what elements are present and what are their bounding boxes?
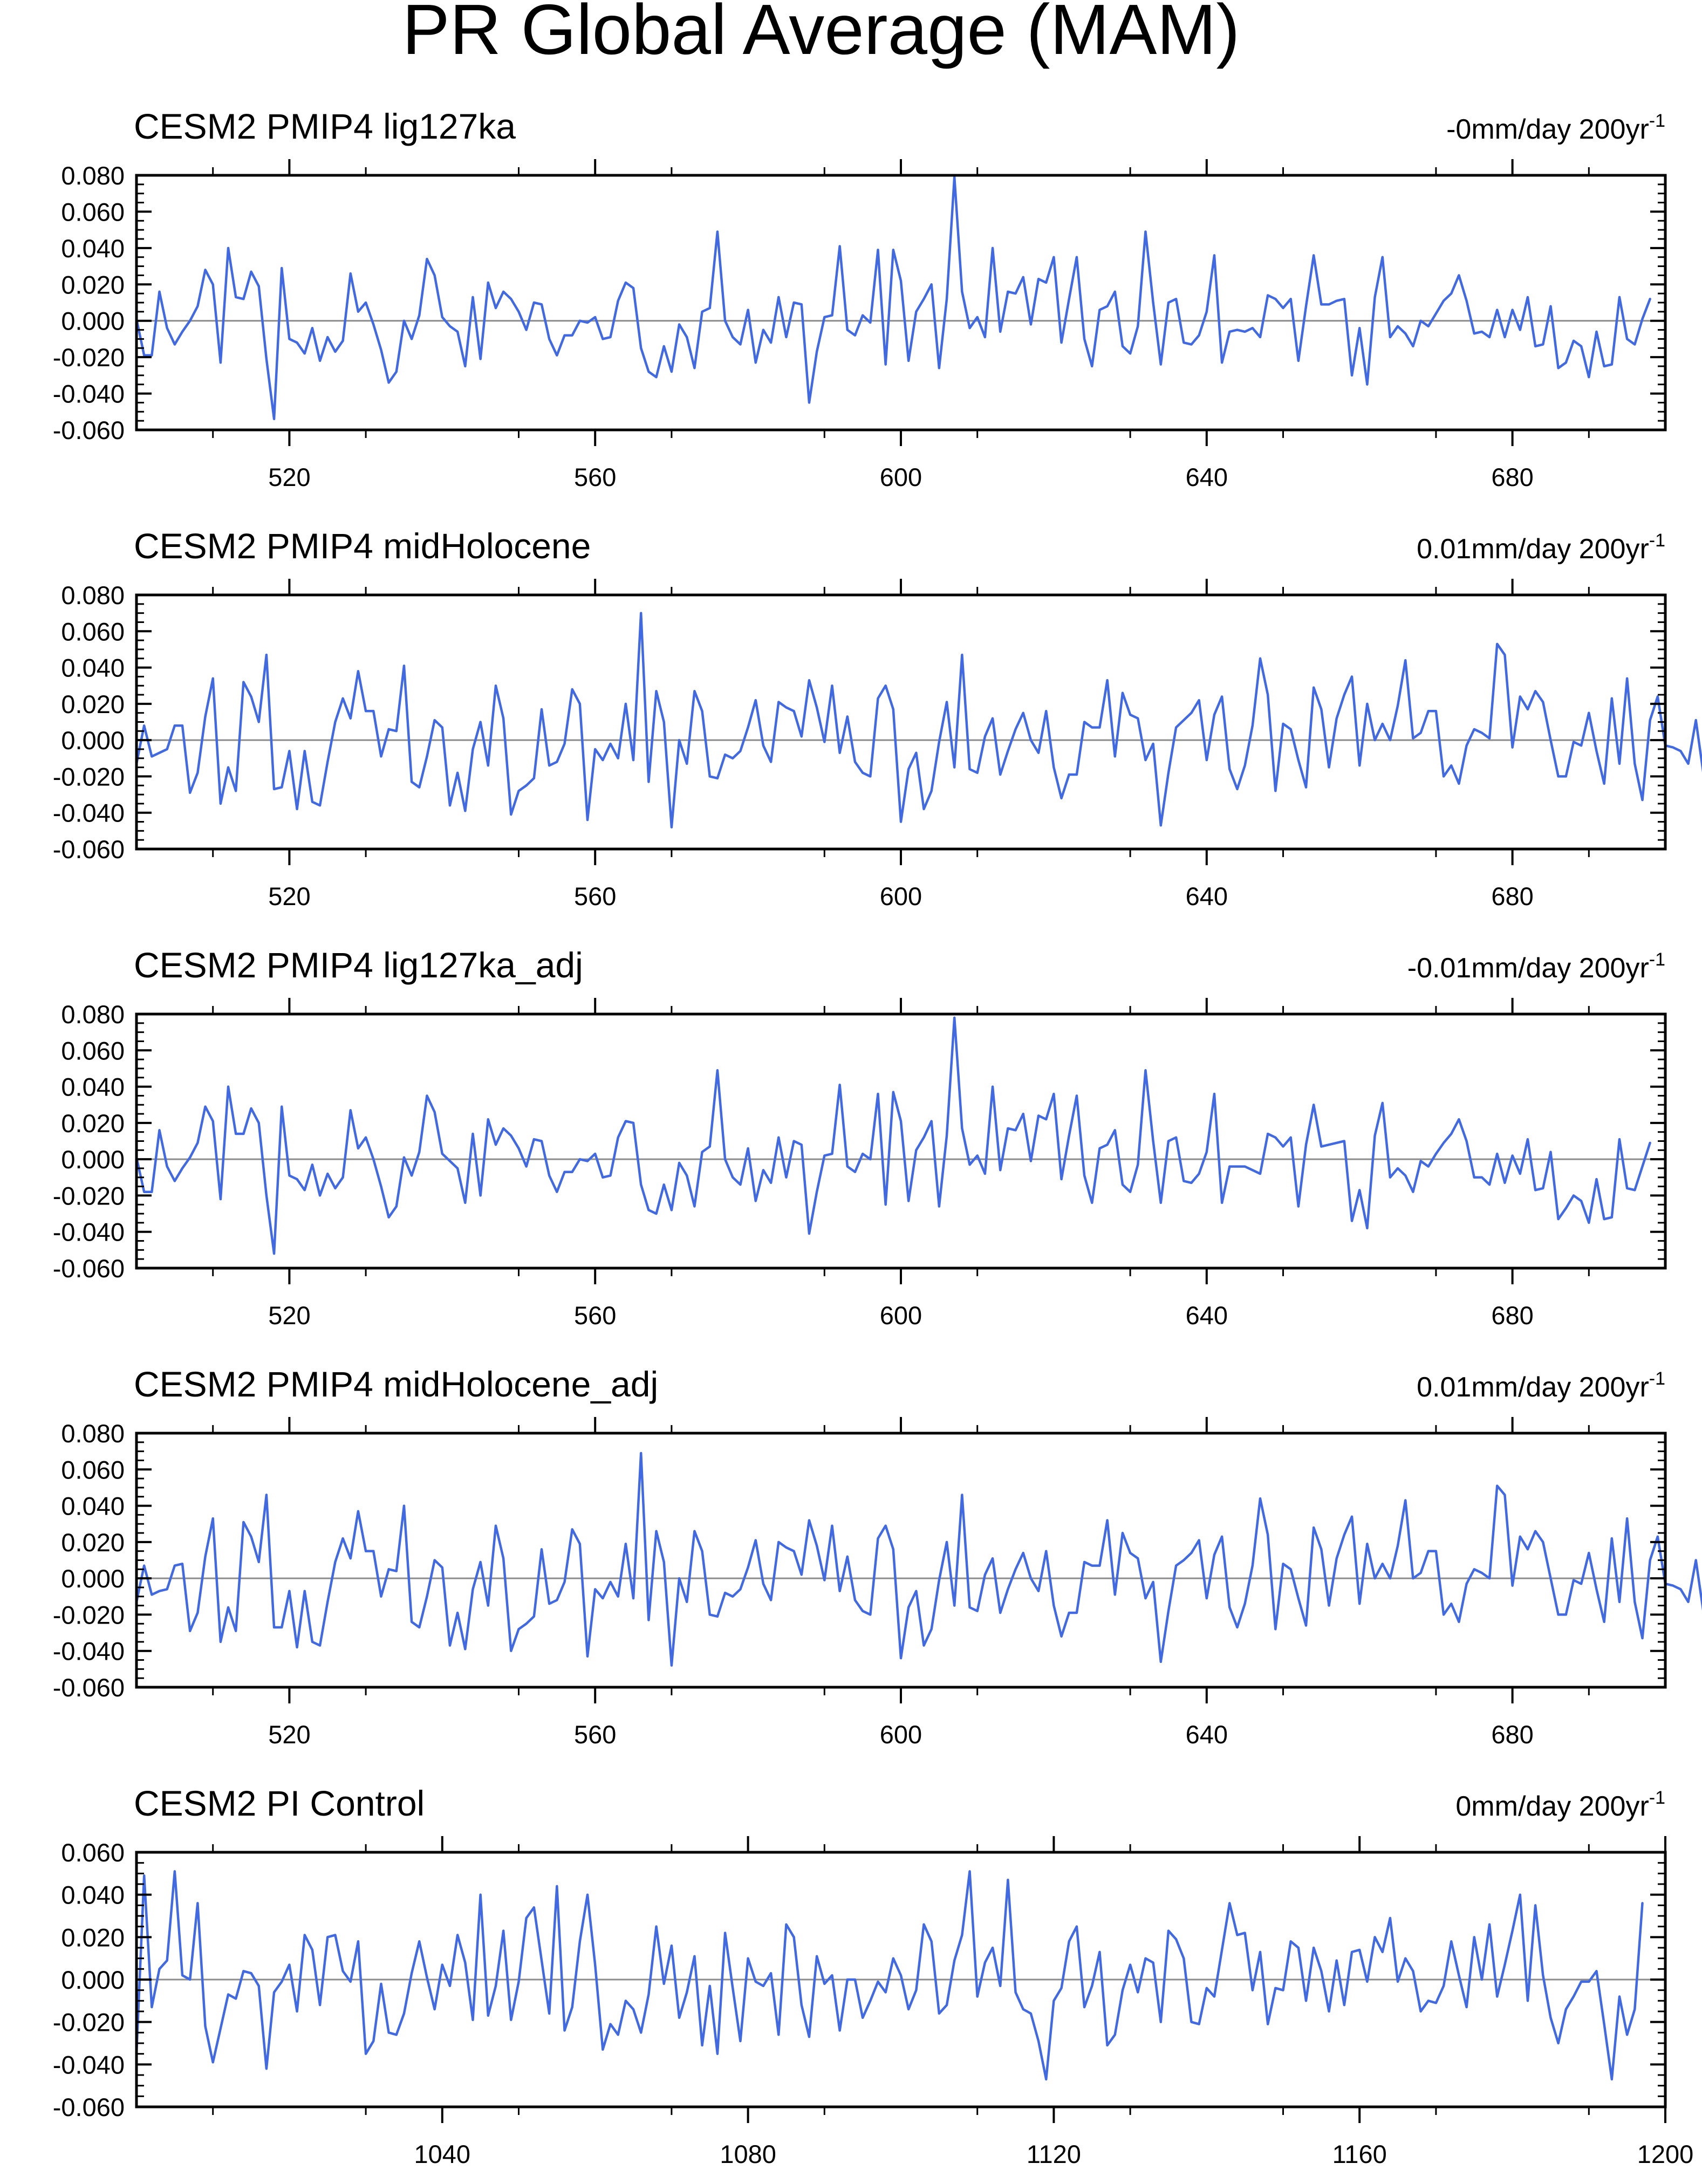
y-tick-label: -0.060 xyxy=(53,2093,125,2121)
x-tick-label: 560 xyxy=(574,882,616,910)
y-tick-label: 0.020 xyxy=(61,270,125,299)
x-tick-label: 520 xyxy=(268,1720,310,1749)
y-tick-label: -0.020 xyxy=(53,1181,125,1210)
y-tick-label: 0.020 xyxy=(61,1923,125,1952)
y-tick-label: 0.080 xyxy=(61,161,125,190)
x-tick-label: 520 xyxy=(268,1301,310,1330)
y-tick-label: 0.020 xyxy=(61,1528,125,1557)
x-tick-label: 640 xyxy=(1186,882,1228,910)
series-line xyxy=(135,1452,1702,1667)
trend-label: -0mm/day 200yr-1 xyxy=(1446,111,1665,145)
panel-title: CESM2 PMIP4 lig127ka xyxy=(134,106,516,146)
trend-text: 0.01mm/day 200yr xyxy=(1417,533,1649,565)
panel-title: CESM2 PMIP4 midHolocene xyxy=(134,526,591,566)
x-tick-label: 600 xyxy=(880,1301,922,1330)
y-tick-label: 0.080 xyxy=(61,1000,125,1029)
trend-label: -0.01mm/day 200yr-1 xyxy=(1407,949,1665,984)
y-tick-label: 0.040 xyxy=(61,1073,125,1101)
x-tick-label: 1160 xyxy=(1332,2140,1387,2168)
x-tick-label: 680 xyxy=(1491,1301,1533,1330)
panel-2: CESM2 PMIP4 midHolocene 0.01mm/day 200yr-… xyxy=(53,526,1702,910)
x-tick-label: 680 xyxy=(1491,463,1533,491)
y-tick-label: 0.000 xyxy=(61,1966,125,1994)
figure-title: PR Global Average (MAM) xyxy=(402,0,1240,69)
x-tick-label: 1120 xyxy=(1027,2140,1081,2168)
y-tick-label: -0.040 xyxy=(53,799,125,827)
y-tick-label: -0.060 xyxy=(53,835,125,864)
x-tick-label: 520 xyxy=(268,463,310,491)
y-tick-label: 0.000 xyxy=(61,726,125,755)
y-tick-label: -0.040 xyxy=(53,2050,125,2079)
panel-title: CESM2 PMIP4 lig127ka_adj xyxy=(134,945,583,985)
trend-exponent: -1 xyxy=(1649,111,1665,131)
y-tick-label: 0.080 xyxy=(61,581,125,610)
panels: CESM2 PMIP4 lig127ka -0mm/day 200yr-1-0.0… xyxy=(53,106,1702,2168)
series-line xyxy=(135,1870,1644,2081)
trend-text: 0mm/day 200yr xyxy=(1455,1791,1649,1822)
y-tick-label: -0.060 xyxy=(53,1254,125,1283)
x-tick-label: 680 xyxy=(1491,1720,1533,1749)
y-tick-label: 0.060 xyxy=(61,1838,125,1867)
x-tick-label: 640 xyxy=(1186,463,1228,491)
y-tick-label: 0.040 xyxy=(61,1492,125,1521)
x-tick-label: 600 xyxy=(880,1720,922,1749)
panel-title: CESM2 PI Control xyxy=(134,1783,425,1823)
y-tick-label: 0.000 xyxy=(61,1564,125,1593)
y-tick-label: -0.040 xyxy=(53,380,125,408)
y-tick-label: -0.060 xyxy=(53,416,125,444)
trend-exponent: -1 xyxy=(1649,530,1665,551)
panel-title: CESM2 PMIP4 midHolocene_adj xyxy=(134,1364,658,1404)
trend-text: 0.01mm/day 200yr xyxy=(1417,1372,1649,1403)
x-tick-label: 1040 xyxy=(414,2140,471,2168)
x-tick-label: 520 xyxy=(268,882,310,910)
trend-exponent: -1 xyxy=(1649,949,1665,970)
panel-3: CESM2 PMIP4 lig127ka_adj -0.01mm/day 200y… xyxy=(53,945,1667,1330)
y-tick-label: -0.040 xyxy=(53,1637,125,1666)
x-tick-label: 600 xyxy=(880,463,922,491)
x-tick-label: 680 xyxy=(1491,882,1533,910)
y-tick-label: 0.040 xyxy=(61,234,125,263)
y-tick-label: -0.060 xyxy=(53,1673,125,1702)
trend-label: 0mm/day 200yr-1 xyxy=(1455,1788,1665,1822)
y-tick-label: 0.080 xyxy=(61,1419,125,1448)
y-tick-label: 0.060 xyxy=(61,197,125,226)
y-tick-label: 0.020 xyxy=(61,1109,125,1138)
x-tick-label: 600 xyxy=(880,882,922,910)
y-tick-label: -0.020 xyxy=(53,2008,125,2037)
x-tick-label: 640 xyxy=(1186,1720,1228,1749)
y-tick-label: 0.000 xyxy=(61,307,125,336)
y-tick-label: 0.060 xyxy=(61,1455,125,1484)
trend-label: 0.01mm/day 200yr-1 xyxy=(1417,1368,1665,1403)
trend-text: -0.01mm/day 200yr xyxy=(1407,953,1649,984)
y-tick-label: -0.040 xyxy=(53,1218,125,1247)
series-line xyxy=(135,176,1651,421)
panel-1: CESM2 PMIP4 lig127ka -0mm/day 200yr-1 -0.0… xyxy=(53,106,1667,491)
trend-label: 0.01mm/day 200yr-1 xyxy=(1417,530,1665,565)
trend-text: -0mm/day 200yr xyxy=(1446,114,1649,145)
trend-exponent: -1 xyxy=(1649,1788,1665,1808)
y-tick-label: -0.020 xyxy=(53,1600,125,1629)
y-tick-label: -0.020 xyxy=(53,343,125,372)
y-tick-label: 0.000 xyxy=(61,1145,125,1174)
y-tick-label: 0.020 xyxy=(61,690,125,718)
x-tick-label: 640 xyxy=(1186,1301,1228,1330)
y-tick-label: 0.040 xyxy=(61,654,125,682)
trend-exponent: -1 xyxy=(1649,1368,1665,1389)
y-tick-label: 0.040 xyxy=(61,1881,125,1909)
x-tick-label: 560 xyxy=(574,1301,616,1330)
x-tick-label: 560 xyxy=(574,1720,616,1749)
y-tick-label: -0.020 xyxy=(53,762,125,791)
x-tick-label: 1080 xyxy=(720,2140,776,2168)
y-tick-label: 0.060 xyxy=(61,1036,125,1065)
series-line xyxy=(135,612,1702,829)
y-tick-label: 0.060 xyxy=(61,617,125,646)
x-tick-label: 1200 xyxy=(1637,2140,1694,2168)
panel-5: CESM2 PI Control 0mm/day 200yr-1 -0.060 -0.… xyxy=(53,1783,1694,2168)
panel-4: CESM2 PMIP4 midHolocene_adj 0.01mm/day 20… xyxy=(53,1364,1702,1749)
x-tick-label: 560 xyxy=(574,463,616,491)
series-line xyxy=(135,1016,1651,1255)
